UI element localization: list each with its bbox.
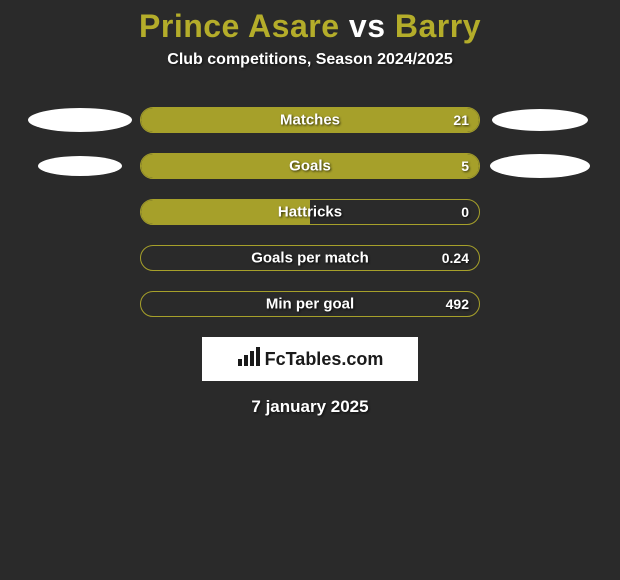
stat-value-right: 0.24 <box>442 250 469 266</box>
player2-marker <box>490 154 590 178</box>
stat-bar: Min per goal 492 <box>140 291 480 317</box>
stat-value-right: 5 <box>461 158 469 174</box>
stat-label: Hattricks <box>278 204 342 221</box>
subtitle: Club competitions, Season 2024/2025 <box>0 51 620 69</box>
player1-marker <box>28 108 132 132</box>
stat-value-right: 0 <box>461 204 469 220</box>
stat-bar: Goals per match 0.24 <box>140 245 480 271</box>
left-ellipse-slot <box>20 108 140 132</box>
stat-row: Goals per match 0.24 <box>0 245 620 271</box>
logo-inner: FcTables.com <box>237 347 384 372</box>
fctables-logo[interactable]: FcTables.com <box>202 337 418 381</box>
vs-text: vs <box>349 8 386 44</box>
stat-bar: Goals 5 <box>140 153 480 179</box>
stat-label: Min per goal <box>266 296 354 313</box>
stat-row: Matches 21 <box>0 107 620 133</box>
player2-marker <box>492 109 588 131</box>
right-ellipse-slot <box>480 109 600 131</box>
stat-value-right: 21 <box>453 112 469 128</box>
player1-marker <box>38 156 122 176</box>
date-text: 7 january 2025 <box>0 397 620 417</box>
stat-row: Goals 5 <box>0 153 620 179</box>
bar-chart-icon <box>237 347 261 372</box>
stat-value-right: 492 <box>446 296 469 312</box>
player1-name: Prince Asare <box>139 8 339 44</box>
stat-bar: Hattricks 0 <box>140 199 480 225</box>
stat-row: Hattricks 0 <box>0 199 620 225</box>
stats-container: Matches 21 Goals 5 Hattricks 0 <box>0 107 620 317</box>
left-ellipse-slot <box>20 156 140 176</box>
bar-fill-left <box>141 154 310 178</box>
bar-fill-right <box>310 154 479 178</box>
player2-name: Barry <box>395 8 481 44</box>
stat-bar: Matches 21 <box>140 107 480 133</box>
stat-row: Min per goal 492 <box>0 291 620 317</box>
stat-label: Goals <box>289 158 331 175</box>
stat-label: Matches <box>280 112 340 129</box>
stat-label: Goals per match <box>251 250 369 267</box>
page-title: Prince Asare vs Barry <box>0 0 620 45</box>
right-ellipse-slot <box>480 154 600 178</box>
logo-text: FcTables.com <box>265 349 384 370</box>
